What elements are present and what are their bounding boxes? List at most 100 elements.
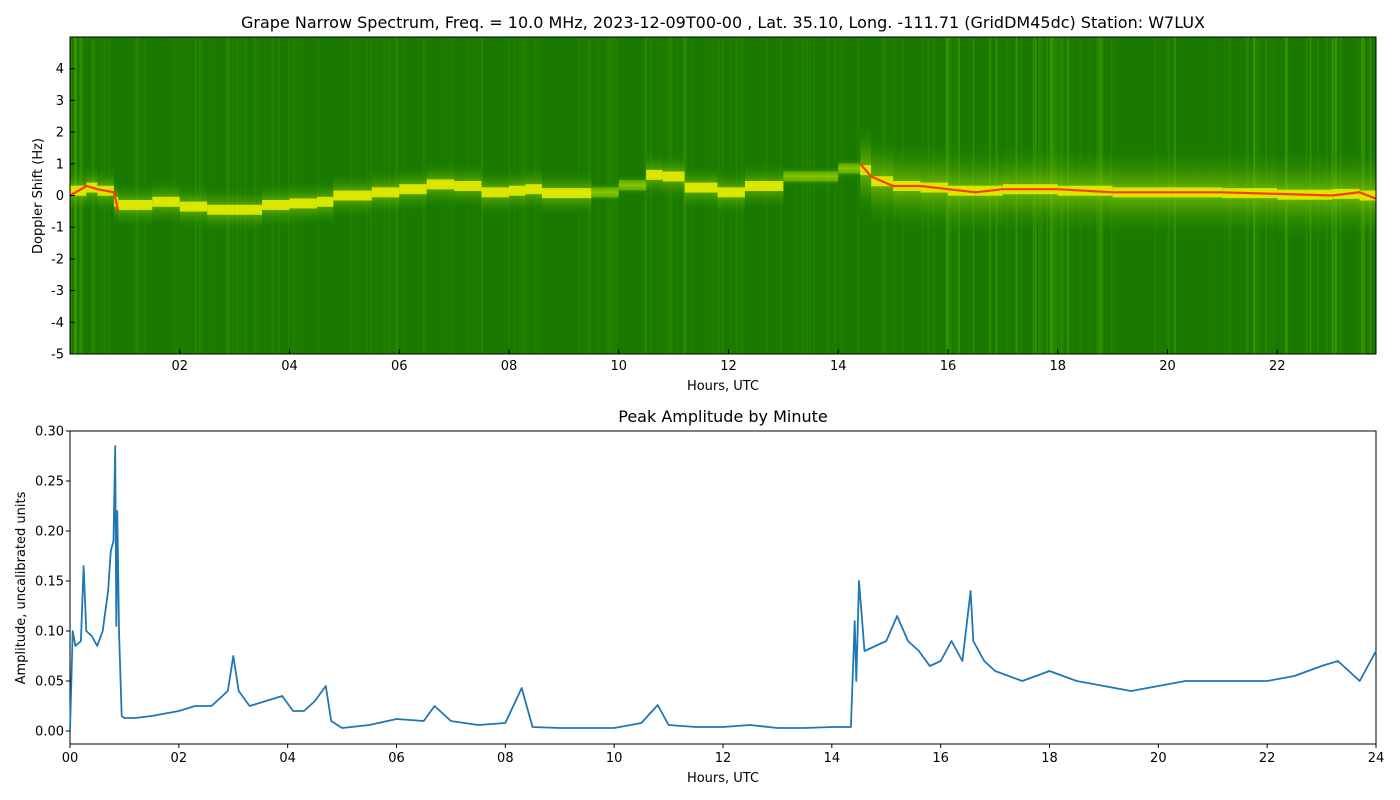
spectrogram-x-tick-label: 22 bbox=[1269, 359, 1286, 374]
amplitude-x-tick-label: 08 bbox=[497, 751, 514, 766]
spectrogram-y-tick-label: 2 bbox=[56, 126, 64, 141]
amplitude-x-label: Hours, UTC bbox=[687, 771, 759, 786]
signal-core-segment bbox=[717, 187, 745, 198]
amplitude-x-ticks: 00 02 04 06 08 10 12 14 16 18 20 22 24 bbox=[62, 744, 1384, 766]
spectrogram-x-tick-label: 04 bbox=[281, 359, 298, 374]
amplitude-x-tick-label: 00 bbox=[62, 751, 79, 766]
spectrogram-y-tick-label: -5 bbox=[51, 348, 64, 363]
amplitude-title: Peak Amplitude by Minute bbox=[618, 407, 828, 426]
signal-core-segment bbox=[262, 200, 290, 211]
signal-core-segment bbox=[481, 187, 509, 198]
signal-core-segment bbox=[744, 180, 784, 191]
spectrogram-y-label: Doppler Shift (Hz) bbox=[31, 138, 46, 254]
spectrogram-y-tick-label: -4 bbox=[51, 316, 64, 331]
signal-core-segment bbox=[684, 182, 718, 193]
amplitude-frame bbox=[69, 430, 1377, 745]
spectrogram-stripe bbox=[644, 37, 646, 354]
spectrogram-x-label: Hours, UTC bbox=[687, 379, 759, 394]
amplitude-x-tick-label: 02 bbox=[171, 751, 188, 766]
signal-core-segment bbox=[152, 196, 180, 207]
amplitude-y-tick-label: 0.10 bbox=[35, 625, 64, 640]
spectrogram-x-tick-label: 18 bbox=[1049, 359, 1066, 374]
spectrogram-stripe bbox=[814, 37, 815, 354]
signal-core-segment bbox=[207, 204, 235, 215]
signal-core-segment bbox=[838, 163, 861, 174]
spectrogram-x-tick-label: 10 bbox=[610, 359, 627, 374]
spectrogram-stripe bbox=[840, 37, 843, 354]
spectrogram-x-tick-label: 02 bbox=[171, 359, 188, 374]
amplitude-x-tick-label: 06 bbox=[388, 751, 405, 766]
signal-core-segment bbox=[371, 187, 400, 198]
amplitude-y-tick-label: 0.15 bbox=[35, 575, 64, 590]
spectrogram-y-tick-label: 4 bbox=[56, 62, 64, 77]
spectrogram-y-tick-label: -2 bbox=[51, 252, 64, 267]
signal-core-segment bbox=[618, 180, 647, 191]
signal-core-segment bbox=[662, 171, 685, 182]
spectrogram-y-ticks: -5 -4 -3 -2 -1 0 1 2 3 4 bbox=[51, 62, 75, 363]
amplitude-y-label: Amplitude, uncalibrated units bbox=[14, 491, 29, 684]
amplitude-series-line bbox=[69, 445, 1377, 732]
amplitude-axes: 00 02 04 06 08 10 12 14 16 18 20 22 24 0.000.050.100… bbox=[35, 425, 1384, 767]
signal-core-segment bbox=[333, 190, 372, 201]
signal-core-segment bbox=[118, 200, 153, 211]
spectrogram-x-tick-label: 08 bbox=[501, 359, 518, 374]
signal-core-segment bbox=[646, 169, 663, 180]
signal-band-segment bbox=[838, 158, 861, 179]
signal-core-segment bbox=[591, 187, 619, 198]
spectrogram-stripe bbox=[794, 37, 797, 354]
spectrogram-y-tick-label: -1 bbox=[51, 221, 64, 236]
signal-core-segment bbox=[316, 196, 334, 207]
spectrogram-y-tick-label: 3 bbox=[56, 94, 64, 109]
signal-band-segment bbox=[591, 182, 619, 203]
spectrogram-y-tick-label: 0 bbox=[56, 189, 64, 204]
spectrogram-title: Grape Narrow Spectrum, Freq. = 10.0 MHz,… bbox=[241, 13, 1205, 32]
amplitude-x-tick-label: 18 bbox=[1041, 751, 1058, 766]
amplitude-x-tick-label: 14 bbox=[824, 751, 841, 766]
amplitude-y-tick-label: 0.00 bbox=[35, 725, 64, 740]
signal-band-segment bbox=[783, 166, 839, 187]
spectrogram-stripe bbox=[827, 37, 829, 354]
amplitude-x-tick-label: 12 bbox=[715, 751, 732, 766]
amplitude-x-tick-label: 10 bbox=[606, 751, 623, 766]
amplitude-y-tick-label: 0.05 bbox=[35, 675, 64, 690]
signal-core-segment bbox=[399, 184, 427, 195]
spectrogram-x-tick-label: 16 bbox=[940, 359, 957, 374]
signal-core-segment bbox=[179, 201, 208, 212]
spectrogram-x-ticks: 02 04 06 08 10 12 14 16 18 20 22 bbox=[171, 349, 1286, 374]
amplitude-y-tick-label: 0.25 bbox=[35, 475, 64, 490]
spectrogram-stripe bbox=[834, 37, 836, 354]
spectrogram-x-tick-label: 14 bbox=[830, 359, 847, 374]
signal-core-segment bbox=[525, 184, 542, 195]
spectrogram-stripe bbox=[784, 37, 785, 354]
spectrogram-stripe bbox=[813, 37, 815, 354]
amplitude-x-tick-label: 16 bbox=[932, 751, 949, 766]
spectrogram-stripe bbox=[826, 37, 829, 354]
signal-core-segment bbox=[234, 204, 263, 215]
spectrogram-x-tick-label: 20 bbox=[1159, 359, 1176, 374]
signal-band-segment bbox=[618, 175, 647, 196]
spectrogram-stripe bbox=[806, 37, 809, 354]
doppler-peak-trace bbox=[69, 163, 1377, 212]
signal-core-segment bbox=[454, 180, 482, 191]
spectrogram-y-tick-label: -3 bbox=[51, 284, 64, 299]
amplitude-y-ticks: 0.00 0.05 0.10 0.15 0.20 0.25 0.30 bbox=[35, 425, 70, 740]
signal-core-segment bbox=[289, 198, 317, 209]
amplitude-x-tick-label: 22 bbox=[1259, 751, 1276, 766]
spectrogram-stripe bbox=[803, 37, 805, 354]
amplitude-x-tick-label: 04 bbox=[279, 751, 296, 766]
signal-core-segment bbox=[508, 185, 526, 196]
spectrogram-y-tick-label: 1 bbox=[56, 157, 64, 172]
spectrogram-x-tick-label: 12 bbox=[720, 359, 737, 374]
signal-core-segment bbox=[541, 188, 592, 199]
spectrogram-stripe bbox=[644, 37, 647, 354]
spectrogram-x-tick-label: 06 bbox=[391, 359, 408, 374]
spectrogram-signal-band bbox=[70, 125, 1376, 241]
spectrogram-stripe bbox=[809, 37, 812, 354]
amplitude-y-tick-label: 0.20 bbox=[35, 525, 64, 540]
amplitude-y-tick-label: 0.30 bbox=[35, 425, 64, 440]
signal-core-segment bbox=[426, 179, 455, 190]
amplitude-x-tick-label: 20 bbox=[1150, 751, 1167, 766]
spectrogram-stripe bbox=[857, 37, 860, 354]
